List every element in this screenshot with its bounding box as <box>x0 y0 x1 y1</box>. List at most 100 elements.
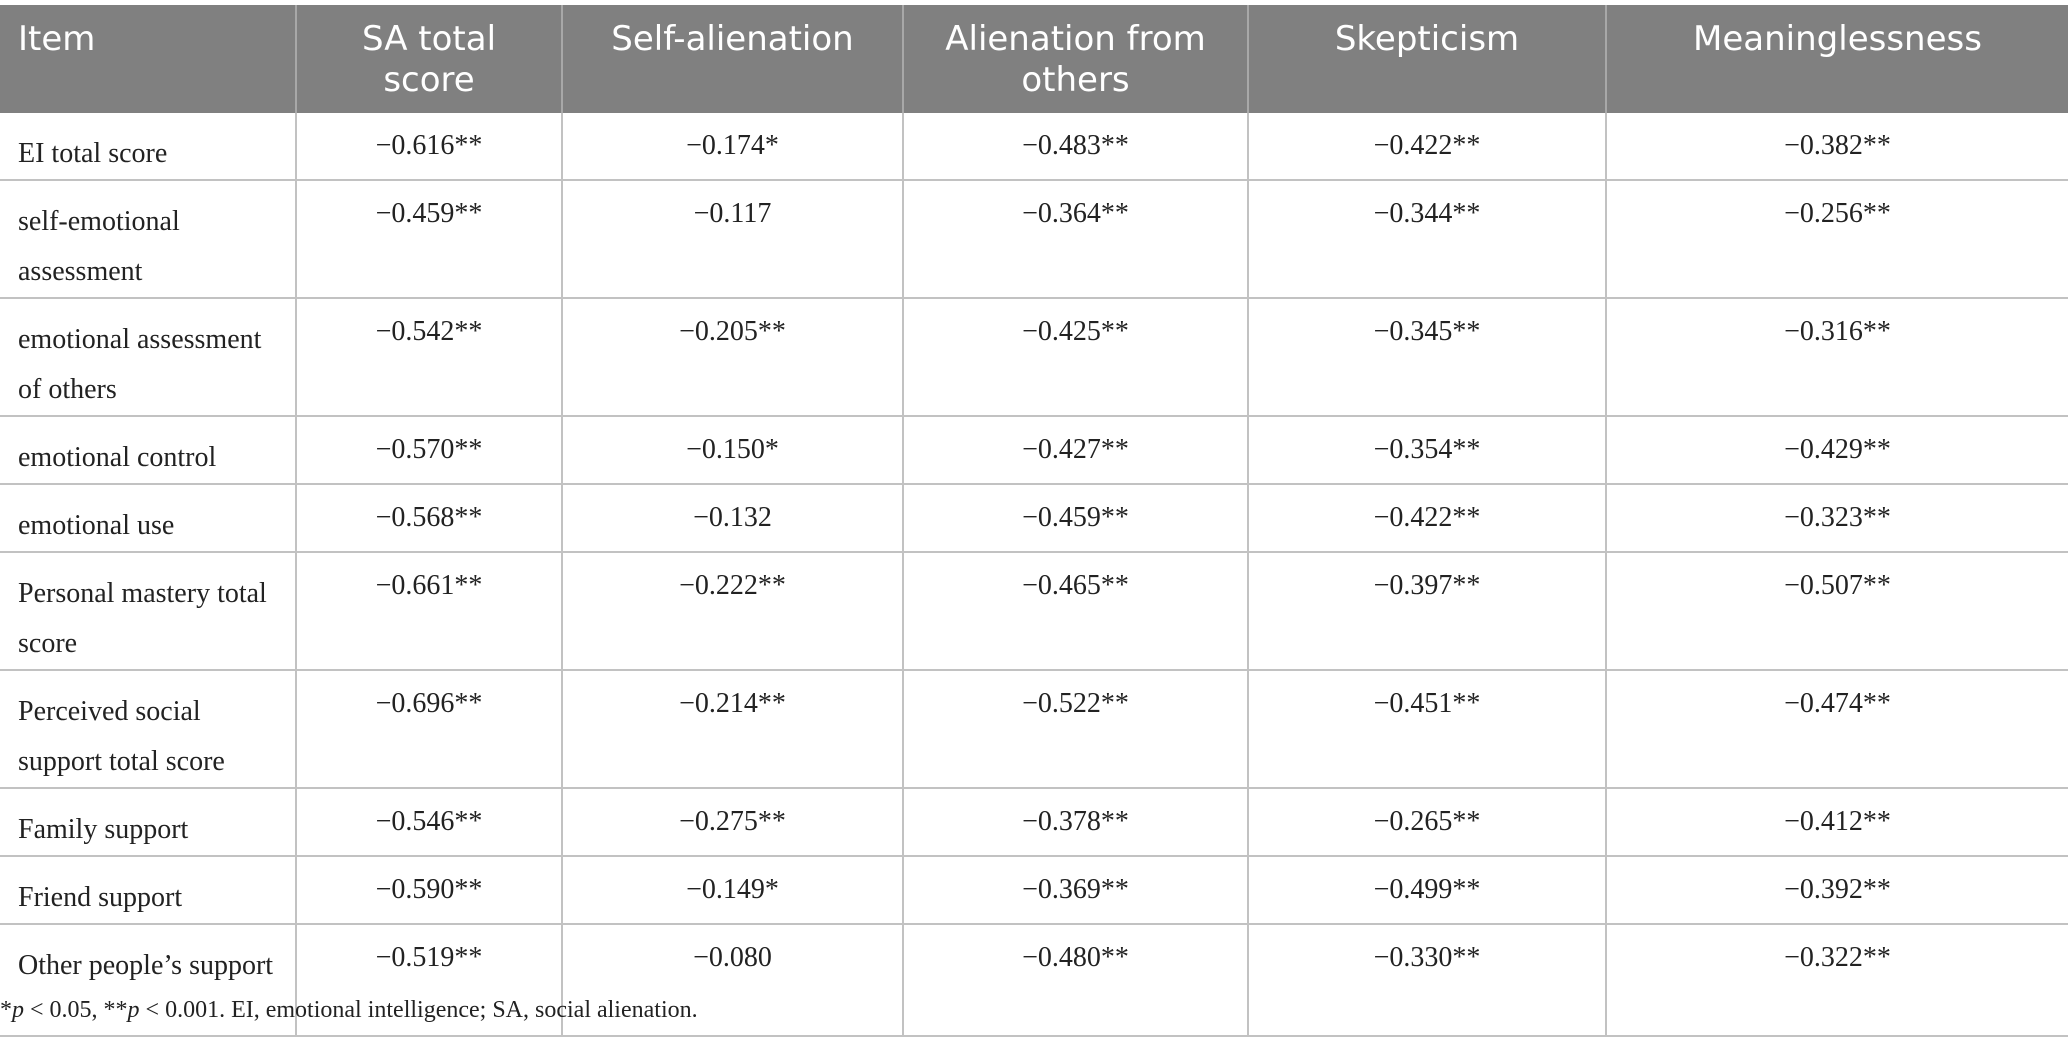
table-row: Perceived social support total score −0.… <box>0 670 2068 789</box>
header-skepticism: Skepticism <box>1247 5 1606 113</box>
cell-value: −0.546** <box>295 788 562 857</box>
header-row: Item SA total score Self-alienation Alie… <box>0 5 2068 113</box>
cell-value: −0.465** <box>902 552 1248 671</box>
cell-text: −0.256** <box>1784 198 1891 229</box>
cell-text: −0.427** <box>1022 434 1129 465</box>
cell-text: −0.364** <box>1022 198 1129 229</box>
correlation-table-container: Item SA total score Self-alienation Alie… <box>0 5 2068 1037</box>
cell-text: −0.422** <box>1373 502 1481 533</box>
cell-value: −0.174* <box>561 113 903 181</box>
cell-value: −0.256** <box>1605 180 2068 299</box>
footnote-p-symbol: p <box>127 997 140 1023</box>
footnote-part1: * <box>0 997 12 1023</box>
cell-value: −0.150* <box>561 416 903 485</box>
cell-value: −0.568** <box>295 484 562 553</box>
cell-value: −0.429** <box>1605 416 2068 485</box>
cell-text: −0.345** <box>1373 316 1481 347</box>
header-self-alienation: Self-alienation <box>561 5 903 113</box>
cell-text: −0.542** <box>375 316 483 347</box>
correlation-table: Item SA total score Self-alienation Alie… <box>0 5 2068 1037</box>
cell-value: −0.322** <box>1605 924 2068 1037</box>
cell-text: −0.696** <box>375 688 483 719</box>
cell-text: −0.546** <box>375 806 483 837</box>
cell-value: −0.542** <box>295 298 562 417</box>
cell-value: −0.323** <box>1605 484 2068 553</box>
cell-value: −0.117 <box>561 180 903 299</box>
cell-value: −0.480** <box>902 924 1248 1037</box>
cell-value: −0.459** <box>295 180 562 299</box>
cell-value: −0.519** <box>295 924 562 1037</box>
row-label: emotional control <box>0 416 296 485</box>
row-label: EI total score <box>0 113 296 181</box>
header-sa-total-score: SA total score <box>295 5 562 113</box>
cell-text: −0.354** <box>1373 434 1481 465</box>
cell-value: −0.397** <box>1247 552 1606 671</box>
table-row: emotional use −0.568** −0.132 −0.459** −… <box>0 484 2068 553</box>
table-footnote: *p < 0.05, **p < 0.001. EI, emotional in… <box>0 997 698 1024</box>
table-row: emotional control −0.570** −0.150* −0.42… <box>0 416 2068 485</box>
cell-value: −0.265** <box>1247 788 1606 857</box>
cell-text: −0.474** <box>1784 688 1891 719</box>
cell-text: −0.214** <box>679 688 786 719</box>
cell-text: −0.344** <box>1373 198 1481 229</box>
cell-text: −0.205** <box>679 316 786 347</box>
cell-value: −0.132 <box>561 484 903 553</box>
cell-value: −0.459** <box>902 484 1248 553</box>
table-row: Other people’s support −0.519** −0.080 −… <box>0 924 2068 1037</box>
cell-text: −0.522** <box>1022 688 1129 719</box>
cell-text: −0.429** <box>1784 434 1891 465</box>
cell-text: −0.616** <box>375 130 483 161</box>
cell-text: −0.275** <box>679 806 786 837</box>
table-row: EI total score −0.616** −0.174* −0.483**… <box>0 113 2068 181</box>
row-label: self-emotional assessment <box>0 180 296 299</box>
cell-value: −0.474** <box>1605 670 2068 789</box>
cell-value: −0.205** <box>561 298 903 417</box>
cell-text: −0.519** <box>375 942 483 973</box>
header-alienation-from-others: Alienation from others <box>902 5 1248 113</box>
cell-value: −0.214** <box>561 670 903 789</box>
cell-text: −0.150* <box>686 434 779 465</box>
cell-text: −0.369** <box>1022 874 1129 905</box>
row-label: emotional use <box>0 484 296 553</box>
table-header: Item SA total score Self-alienation Alie… <box>0 5 2068 113</box>
cell-text: −0.480** <box>1022 942 1129 973</box>
cell-text: −0.661** <box>375 570 483 601</box>
cell-value: −0.392** <box>1605 856 2068 925</box>
cell-value: −0.149* <box>561 856 903 925</box>
row-label: Perceived social support total score <box>0 670 296 789</box>
cell-value: −0.316** <box>1605 298 2068 417</box>
cell-text: −0.132 <box>693 502 772 533</box>
table-row: Family support −0.546** −0.275** −0.378*… <box>0 788 2068 857</box>
row-label: Personal mastery total score <box>0 552 296 671</box>
cell-text: −0.392** <box>1784 874 1891 905</box>
cell-value: −0.378** <box>902 788 1248 857</box>
cell-text: −0.316** <box>1784 316 1891 347</box>
cell-value: −0.080 <box>561 924 903 1037</box>
cell-value: −0.696** <box>295 670 562 789</box>
cell-value: −0.522** <box>902 670 1248 789</box>
cell-text: −0.117 <box>693 198 772 229</box>
cell-value: −0.427** <box>902 416 1248 485</box>
cell-text: −0.425** <box>1022 316 1129 347</box>
cell-value: −0.425** <box>902 298 1248 417</box>
table-body: EI total score −0.616** −0.174* −0.483**… <box>0 113 2068 1037</box>
cell-text: −0.382** <box>1784 130 1891 161</box>
cell-text: −0.459** <box>1022 502 1129 533</box>
cell-text: −0.330** <box>1373 942 1481 973</box>
table-row: Personal mastery total score −0.661** −0… <box>0 552 2068 671</box>
cell-value: −0.369** <box>902 856 1248 925</box>
cell-text: −0.590** <box>375 874 483 905</box>
cell-value: −0.364** <box>902 180 1248 299</box>
cell-text: −0.412** <box>1784 806 1891 837</box>
cell-text: −0.465** <box>1022 570 1129 601</box>
table-row: emotional assessment of others −0.542** … <box>0 298 2068 417</box>
cell-value: −0.222** <box>561 552 903 671</box>
cell-text: −0.149* <box>686 874 779 905</box>
cell-text: −0.174* <box>686 130 779 161</box>
cell-text: −0.568** <box>375 502 483 533</box>
cell-value: −0.330** <box>1247 924 1606 1037</box>
cell-text: −0.222** <box>679 570 786 601</box>
cell-text: −0.265** <box>1373 806 1481 837</box>
cell-text: −0.080 <box>693 942 772 973</box>
cell-value: −0.412** <box>1605 788 2068 857</box>
